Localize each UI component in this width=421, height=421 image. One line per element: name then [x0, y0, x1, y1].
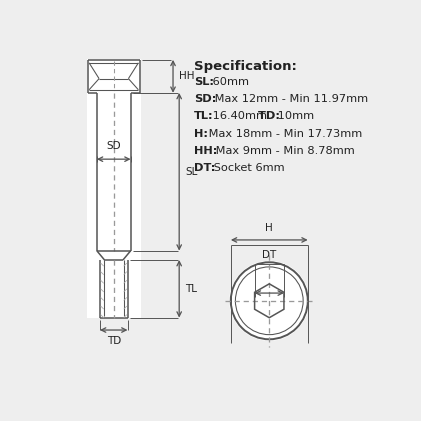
Text: SL: SL: [185, 167, 198, 177]
Text: HH:: HH:: [194, 146, 217, 156]
Text: SD: SD: [107, 141, 121, 152]
Text: H: H: [265, 223, 273, 233]
Text: DT: DT: [262, 250, 277, 260]
Text: Socket 6mm: Socket 6mm: [210, 163, 285, 173]
Text: TD: TD: [107, 336, 121, 346]
Text: DT:: DT:: [194, 163, 215, 173]
Text: 60mm: 60mm: [209, 77, 249, 87]
Text: 16.40mm: 16.40mm: [209, 111, 267, 121]
Text: Max 18mm - Min 17.73mm: Max 18mm - Min 17.73mm: [205, 129, 362, 139]
Text: SD:: SD:: [194, 94, 216, 104]
Text: HH: HH: [179, 71, 195, 81]
Text: SL:: SL:: [194, 77, 214, 87]
Text: H:: H:: [194, 129, 208, 139]
Text: TD:: TD:: [253, 111, 280, 121]
FancyBboxPatch shape: [87, 59, 141, 318]
Text: TL: TL: [185, 284, 197, 294]
Text: Max 9mm - Min 8.78mm: Max 9mm - Min 8.78mm: [212, 146, 354, 156]
Text: Max 12mm - Min 11.97mm: Max 12mm - Min 11.97mm: [211, 94, 368, 104]
Text: Specification:: Specification:: [194, 60, 297, 73]
Text: TL:: TL:: [194, 111, 213, 121]
Circle shape: [229, 261, 309, 341]
Text: 10mm: 10mm: [274, 111, 314, 121]
